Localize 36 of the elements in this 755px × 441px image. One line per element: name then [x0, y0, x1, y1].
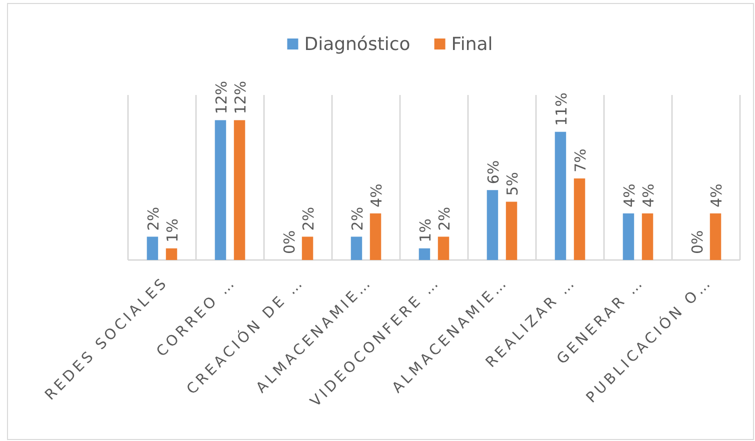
data-label: 11%: [552, 92, 570, 126]
bar: [438, 236, 450, 260]
data-label: 1%: [416, 218, 434, 242]
bar: [574, 178, 586, 260]
bar: [554, 132, 566, 260]
bar: [214, 120, 226, 260]
data-label: 12%: [232, 80, 250, 114]
data-label: 4%: [620, 184, 638, 208]
legend-label: Final: [451, 34, 493, 54]
bar: [234, 120, 246, 260]
data-label: 5%: [504, 172, 522, 196]
bar: [350, 236, 362, 260]
data-label: 4%: [640, 184, 658, 208]
data-label: 6%: [484, 160, 502, 184]
data-label: 4%: [368, 184, 386, 208]
bar: [622, 213, 634, 260]
data-label: 2%: [300, 206, 318, 231]
data-label: 4%: [708, 184, 726, 208]
bar: [418, 248, 430, 260]
bar: [486, 190, 498, 260]
data-label: 2%: [348, 206, 366, 231]
bar: [506, 202, 518, 260]
bar: [146, 236, 158, 260]
data-label: 2%: [144, 206, 162, 231]
bar: [642, 213, 654, 260]
data-label: 12%: [212, 80, 230, 114]
data-label: 2%: [436, 206, 454, 231]
bar: [302, 236, 314, 260]
bar: [166, 248, 178, 260]
bar: [710, 213, 722, 260]
data-label: 0%: [280, 230, 298, 254]
bar: [370, 213, 382, 260]
data-label: 1%: [164, 218, 182, 242]
data-label: 7%: [572, 148, 590, 172]
data-label: 0%: [688, 230, 706, 254]
legend-label: Diagnóstico: [304, 34, 410, 54]
